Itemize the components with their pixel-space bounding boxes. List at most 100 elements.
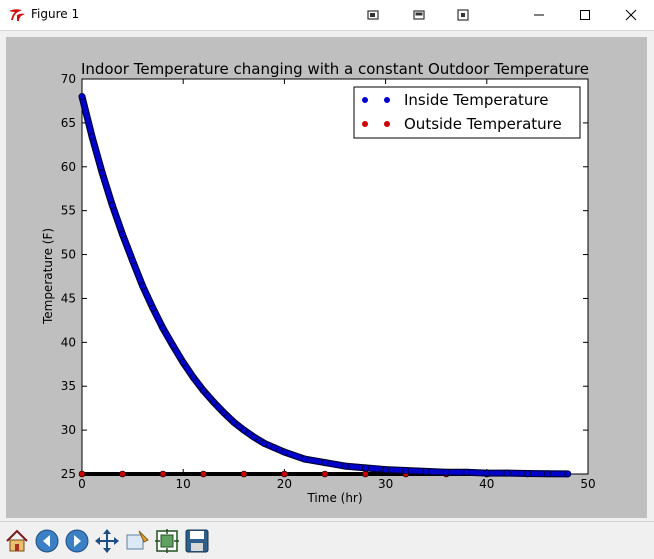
arrow-left-icon [35,529,59,553]
restore-tab-icon[interactable] [366,8,380,22]
inside-point [220,409,228,417]
maximize-button[interactable] [562,0,608,30]
x-tick-label: 10 [176,477,191,491]
inside-point [544,470,552,478]
y-tick-label: 55 [61,204,76,218]
close-button[interactable] [608,0,654,30]
minimize-button[interactable] [516,0,562,30]
inside-point [88,133,96,141]
y-tick-label: 60 [61,160,76,174]
x-tick-label: 30 [378,477,393,491]
outside-point [78,470,86,478]
inside-point [483,469,491,477]
inside-point [169,342,177,350]
inside-point [260,439,268,447]
scatter-chart: Indoor Temperature changing with a const… [41,60,596,505]
close-icon [625,9,637,21]
inside-point [321,459,329,467]
inside-point [230,418,238,426]
inside-point [129,257,137,265]
figure-canvas[interactable]: Indoor Temperature changing with a const… [6,37,647,518]
inside-point [402,466,410,474]
legend: Inside Temperature Outside Temperature [353,86,581,139]
pin-window-icon[interactable] [456,8,470,22]
outside-point [362,470,369,478]
outside-point [321,470,329,478]
inside-point [159,324,167,332]
legend-marker-inside [384,97,390,103]
chart-title: Indoor Temperature changing with a const… [81,60,589,78]
save-button[interactable] [183,526,211,556]
outside-point [240,470,248,478]
inside-point [149,304,157,312]
window-layout-icon[interactable] [412,8,426,22]
inside-point [98,169,106,177]
inside-point [523,470,531,478]
inside-point [422,467,430,475]
outside-point [159,470,167,478]
inside-point [463,468,471,476]
x-tick-label: 20 [277,477,292,491]
inside-point [270,444,278,452]
inside-point [503,469,511,477]
inside-point [199,387,207,395]
window-title: Figure 1 [31,7,80,21]
zoom-button[interactable] [123,526,151,556]
data-series [78,93,572,478]
y-tick-label: 70 [61,72,76,86]
tk-feather-icon [9,9,25,21]
y-tick-label: 65 [61,116,76,130]
zoom-rect-icon [126,530,149,550]
x-tick-label: 50 [580,477,595,491]
x-axis-label: Time (hr) [306,491,362,505]
navigation-toolbar [0,521,654,559]
arrow-right-icon [65,529,89,553]
y-axis-label: Temperature (F) [41,228,55,325]
configure-subplots-icon [155,529,179,553]
legend-label-inside: Inside Temperature [404,91,548,109]
y-tick-label: 25 [61,467,76,481]
back-button[interactable] [33,526,61,556]
maximize-icon [580,10,590,20]
x-axis-ticks: 0 10 20 30 40 50 [78,79,596,491]
inside-point [382,466,390,474]
home-button[interactable] [3,526,31,556]
inside-point [301,455,309,463]
outside-point [200,470,207,478]
subplots-button[interactable] [153,526,181,556]
inside-point [78,93,86,101]
forward-button[interactable] [63,526,91,556]
y-axis-ticks: 25 30 35 40 45 50 55 60 65 70 [61,72,588,481]
legend-label-outside: Outside Temperature [404,115,562,133]
inside-point [210,398,218,406]
inside-point [179,359,187,367]
y-tick-label: 50 [61,248,76,262]
inside-point [118,230,126,238]
legend-marker-outside [384,121,390,127]
inside-point [189,373,197,381]
inside-point [341,462,349,470]
y-tick-label: 45 [61,291,76,305]
y-tick-label: 35 [61,379,76,393]
x-tick-label: 0 [78,477,86,491]
x-tick-label: 40 [479,477,494,491]
inside-point [442,468,450,476]
inside-point [139,282,147,290]
minimize-icon [534,14,544,16]
inside-point [240,426,248,434]
floppy-disk-icon [185,529,209,553]
move-icon [95,529,119,553]
legend-marker-inside [362,97,368,103]
y-tick-label: 40 [61,335,76,349]
inside-point [361,464,369,472]
home-icon [6,529,28,552]
outside-point [281,470,288,478]
inside-point [280,448,288,456]
inside-point [564,470,572,478]
y-tick-label: 30 [61,423,76,437]
window-titlebar: Figure 1 [0,0,654,31]
legend-marker-outside [362,121,368,127]
inside-point [108,201,116,209]
pan-button[interactable] [93,526,121,556]
inside-point [250,433,258,441]
